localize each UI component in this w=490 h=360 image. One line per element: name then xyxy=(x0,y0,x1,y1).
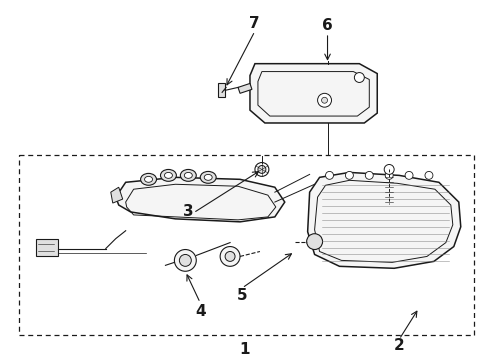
Circle shape xyxy=(318,93,332,107)
Ellipse shape xyxy=(184,172,192,178)
Circle shape xyxy=(345,171,353,179)
Ellipse shape xyxy=(145,176,152,182)
Circle shape xyxy=(255,162,269,176)
Ellipse shape xyxy=(165,172,172,178)
Text: 1: 1 xyxy=(240,342,250,357)
Bar xyxy=(36,239,58,256)
Circle shape xyxy=(384,165,394,174)
Circle shape xyxy=(225,252,235,261)
Circle shape xyxy=(258,166,266,174)
Circle shape xyxy=(385,171,393,179)
Ellipse shape xyxy=(204,174,212,180)
Ellipse shape xyxy=(141,174,156,185)
Text: 3: 3 xyxy=(183,204,194,220)
Ellipse shape xyxy=(200,171,216,183)
Circle shape xyxy=(354,73,365,82)
Ellipse shape xyxy=(180,170,196,181)
Circle shape xyxy=(179,255,191,266)
Circle shape xyxy=(307,234,322,249)
Polygon shape xyxy=(238,84,252,93)
Circle shape xyxy=(220,247,240,266)
Ellipse shape xyxy=(161,170,176,181)
Circle shape xyxy=(325,171,334,179)
Circle shape xyxy=(425,171,433,179)
Circle shape xyxy=(366,171,373,179)
Polygon shape xyxy=(111,187,122,203)
Text: 2: 2 xyxy=(394,338,405,353)
Circle shape xyxy=(321,97,327,103)
Text: 4: 4 xyxy=(195,304,206,319)
Text: 5: 5 xyxy=(237,288,247,303)
Polygon shape xyxy=(308,172,461,268)
Bar xyxy=(19,154,474,334)
Polygon shape xyxy=(250,64,377,123)
Text: 7: 7 xyxy=(248,15,259,31)
Circle shape xyxy=(174,249,196,271)
Circle shape xyxy=(405,171,413,179)
Polygon shape xyxy=(116,177,285,222)
Polygon shape xyxy=(218,84,225,97)
Text: 6: 6 xyxy=(322,18,333,33)
